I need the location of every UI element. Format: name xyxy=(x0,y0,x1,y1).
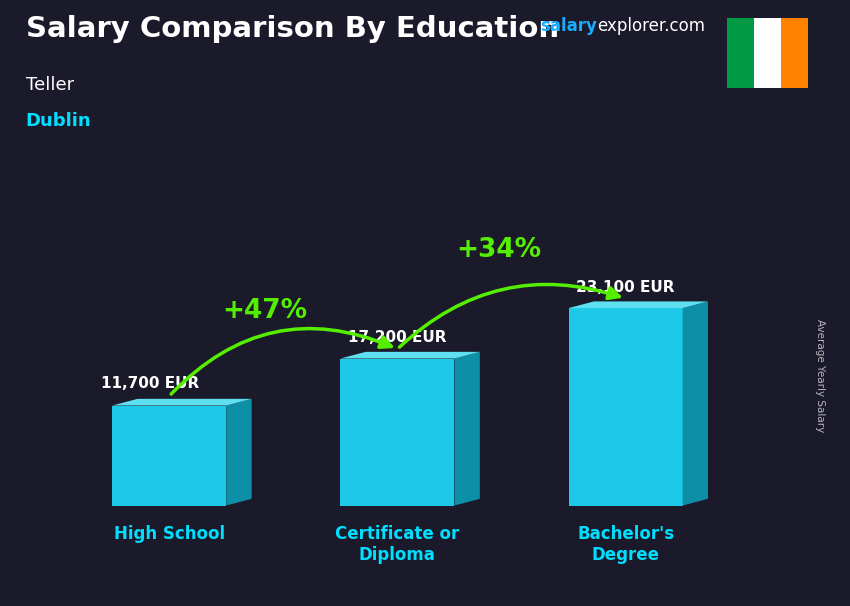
Text: Salary Comparison By Education: Salary Comparison By Education xyxy=(26,15,558,43)
Text: +47%: +47% xyxy=(222,298,307,324)
Text: Bachelor's
Degree: Bachelor's Degree xyxy=(577,525,674,564)
Text: explorer.com: explorer.com xyxy=(598,17,706,35)
Bar xyxy=(569,308,683,505)
Polygon shape xyxy=(340,352,479,359)
Polygon shape xyxy=(455,352,479,505)
Text: +34%: +34% xyxy=(456,236,541,262)
Bar xyxy=(112,405,226,505)
Text: High School: High School xyxy=(114,525,224,543)
Text: salary: salary xyxy=(540,17,597,35)
Text: Certificate or
Diploma: Certificate or Diploma xyxy=(335,525,460,564)
Bar xyxy=(754,18,780,88)
Text: Dublin: Dublin xyxy=(26,112,91,130)
Bar xyxy=(340,359,455,505)
Text: Teller: Teller xyxy=(26,76,74,94)
Text: 23,100 EUR: 23,100 EUR xyxy=(576,280,675,295)
Polygon shape xyxy=(112,399,252,405)
Text: Average Yearly Salary: Average Yearly Salary xyxy=(815,319,825,432)
Bar xyxy=(780,18,808,88)
Polygon shape xyxy=(569,301,708,308)
Bar xyxy=(727,18,754,88)
Polygon shape xyxy=(683,301,708,505)
Polygon shape xyxy=(226,399,252,505)
Text: 11,700 EUR: 11,700 EUR xyxy=(101,376,200,390)
Text: 17,200 EUR: 17,200 EUR xyxy=(348,330,446,345)
